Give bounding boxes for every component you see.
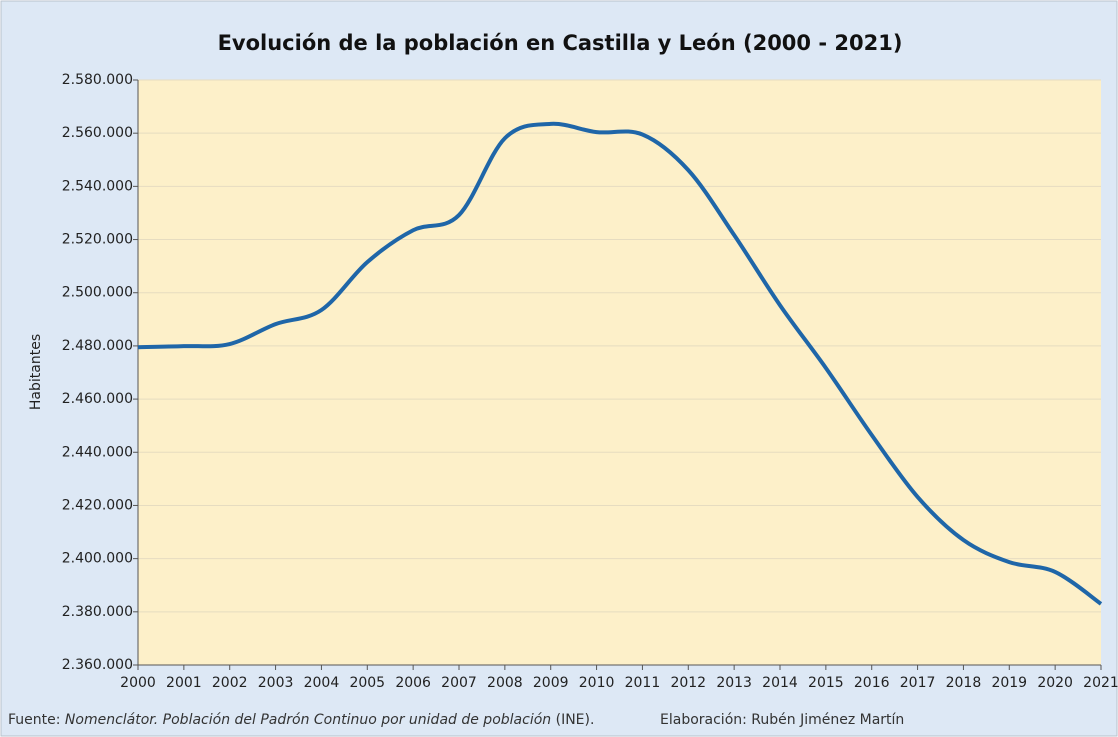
x-tick-label: 2000 <box>120 675 156 691</box>
x-tick-label: 2006 <box>395 675 431 691</box>
plot-area <box>138 80 1101 665</box>
x-tick-label: 2009 <box>533 675 569 691</box>
x-tick-label: 2003 <box>258 675 294 691</box>
x-tick-label: 2017 <box>900 675 936 691</box>
y-axis-label: Habitantes <box>28 334 44 410</box>
x-tick-label: 2014 <box>762 675 798 691</box>
x-tick-label: 2021 <box>1083 675 1118 691</box>
x-tick-label: 2011 <box>625 675 661 691</box>
credit: Elaboración: Rubén Jiménez Martín <box>660 712 904 728</box>
x-tick-label: 2019 <box>991 675 1027 691</box>
x-tick-label: 2005 <box>349 675 385 691</box>
x-tick-label: 2020 <box>1037 675 1073 691</box>
source-prefix: Fuente: <box>8 712 65 728</box>
x-tick-label: 2007 <box>441 675 477 691</box>
x-tick-label: 2004 <box>304 675 340 691</box>
x-tick-label: 2018 <box>946 675 982 691</box>
y-tick-label: 2.460.000 <box>62 391 133 407</box>
x-tick-label: 2016 <box>854 675 890 691</box>
x-tick-label: 2001 <box>166 675 202 691</box>
data-line <box>137 121 1103 606</box>
y-tick-label: 2.560.000 <box>62 125 133 141</box>
y-tick-label: 2.580.000 <box>62 72 133 88</box>
x-tick-label: 2002 <box>212 675 248 691</box>
y-tick-label: 2.400.000 <box>62 551 133 567</box>
y-tick-label: 2.480.000 <box>62 338 133 354</box>
y-tick-label: 2.500.000 <box>62 285 133 301</box>
x-tick-label: 2015 <box>808 675 844 691</box>
x-tick-label: 2013 <box>716 675 752 691</box>
source-work: Nomenclátor. Población del Padrón Contin… <box>65 712 551 728</box>
x-tick-label: 2010 <box>579 675 615 691</box>
y-tick-label: 2.440.000 <box>62 444 133 460</box>
y-tick-label: 2.420.000 <box>62 497 133 513</box>
y-tick-label: 2.540.000 <box>62 178 133 194</box>
source-suffix: (INE). <box>551 712 594 728</box>
x-tick-label: 2008 <box>487 675 523 691</box>
chart-title: Evolución de la población en Castilla y … <box>218 31 903 55</box>
y-tick-label: 2.380.000 <box>62 604 133 620</box>
x-tick-label: 2012 <box>670 675 706 691</box>
y-tick-label: 2.520.000 <box>62 232 133 248</box>
y-tick-label: 2.360.000 <box>62 657 133 673</box>
source-note: Fuente: Nomenclátor. Población del Padró… <box>8 712 594 728</box>
